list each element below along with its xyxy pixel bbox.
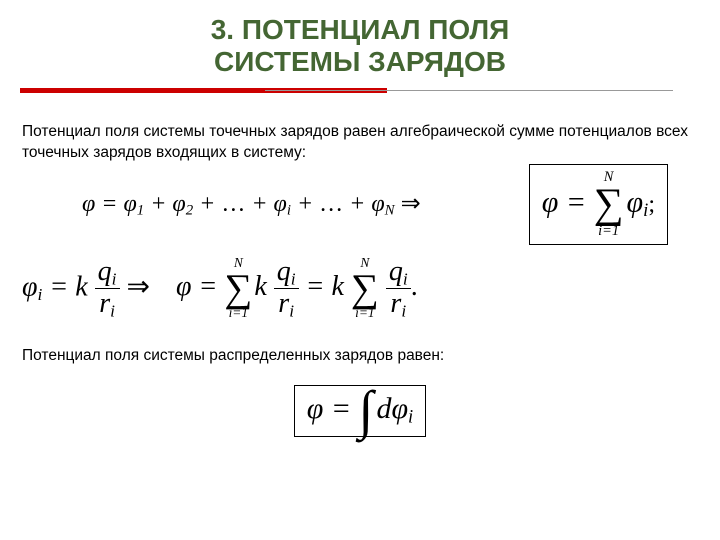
equation-row-1: φ = φ1 + φ2 + … + φi + … + φN ⇒ φ = N∑i=… xyxy=(0,164,720,249)
paragraph-2: Потенциал поля системы распределенных за… xyxy=(0,324,720,367)
eq-phi-full: φ = N∑i=1k qiri = k N∑i=1 qiri. xyxy=(150,257,418,320)
title-line-2: СИСТЕМЫ ЗАРЯДОВ xyxy=(214,46,506,77)
paragraph-1: Потенциал поля системы точечных зарядов … xyxy=(0,106,720,164)
eq-phi-integral-boxed: φ = ∫dφi xyxy=(294,385,426,437)
rule-gray xyxy=(265,90,673,91)
slide-title: 3. ПОТЕНЦИАЛ ПОЛЯ СИСТЕМЫ ЗАРЯДОВ xyxy=(0,0,720,88)
title-underline xyxy=(0,88,720,106)
eq-phi-i-def: φi = k qiri ⇒ xyxy=(22,258,150,320)
equation-row-3: φ = ∫dφi xyxy=(0,367,720,441)
eq-phi-sum-expanded: φ = φ1 + φ2 + … + φi + … + φN ⇒ xyxy=(22,189,421,220)
eq-phi-sigma-boxed: φ = N∑i=1φi; xyxy=(529,164,668,245)
equation-row-2: φi = k qiri ⇒ φ = N∑i=1k qiri = k N∑i=1 … xyxy=(0,249,720,324)
title-line-1: 3. ПОТЕНЦИАЛ ПОЛЯ xyxy=(211,14,510,45)
